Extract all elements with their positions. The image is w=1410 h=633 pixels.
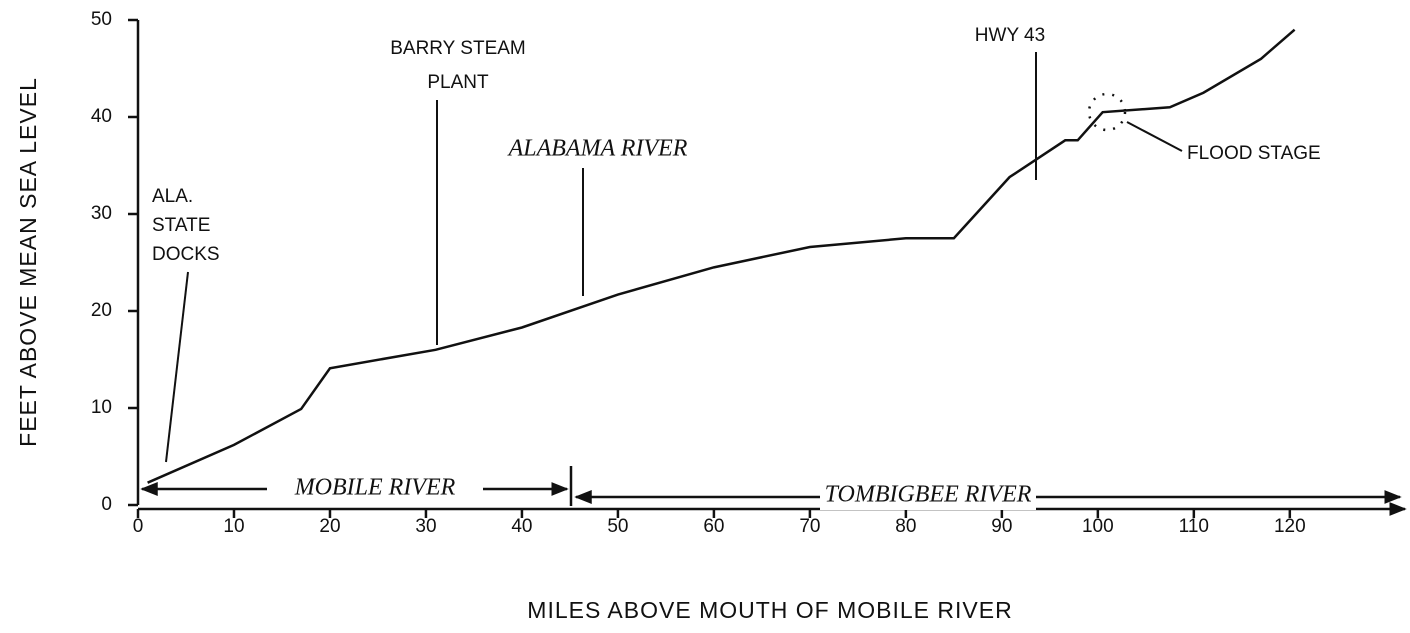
y-tick-label: 20 [91,300,112,321]
x-tick-label: 60 [703,516,724,537]
annotation: STATE [152,215,210,236]
leader-line [1126,121,1183,152]
annotation: PLANT [427,72,489,93]
flood-stage-marker [1087,92,1127,132]
x-tick-label: 100 [1082,516,1114,537]
annotation: FLOOD STAGE [1187,143,1321,164]
leader-line [165,271,189,463]
label-bg [267,475,483,503]
y-tick-label: 10 [91,397,112,418]
y-tick-label: 40 [91,106,112,127]
y-tick-label: 0 [101,494,112,515]
x-tick-label: 0 [133,516,144,537]
river-label: TOMBIGBEE RIVER [825,482,1032,508]
x-tick-label: 120 [1274,516,1306,537]
x-tick-label: 50 [607,516,628,537]
annotation: HWY 43 [975,25,1045,46]
profile-line [147,28,1296,484]
y-tick-label: 50 [91,9,112,30]
y-tick-label: 30 [91,203,112,224]
label-bg [820,482,1036,510]
annotation: ALA. [152,186,193,207]
x-tick-label: 90 [991,516,1012,537]
annotation: BARRY STEAM [390,38,526,59]
x-tick-label: 110 [1179,516,1209,537]
x-tick-label: 40 [511,516,532,537]
river-label: MOBILE RIVER [294,475,456,501]
x-tick-label: 30 [415,516,436,537]
x-axis-label: MILES ABOVE MOUTH OF MOBILE RIVER [527,597,1012,623]
x-tick-label: 70 [799,516,820,537]
annotation: ALABAMA RIVER [507,136,688,162]
y-axis-label: FEET ABOVE MEAN SEA LEVEL [15,77,41,447]
x-tick-label: 10 [223,516,244,537]
annotation: DOCKS [152,244,220,265]
x-tick-label: 20 [319,516,340,537]
x-tick-label: 80 [895,516,916,537]
